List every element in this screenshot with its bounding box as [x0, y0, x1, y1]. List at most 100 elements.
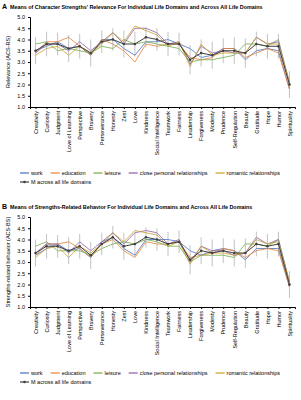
legend-marker — [23, 181, 26, 184]
marker — [266, 245, 269, 248]
tick: 5.0 — [17, 14, 30, 20]
tick: 2.5 — [17, 271, 30, 277]
marker — [211, 54, 214, 57]
legend-item: M across all life domains — [20, 379, 91, 385]
tick: Perseverance — [99, 307, 105, 345]
error-bar — [68, 237, 69, 264]
tick-label: Fairness — [176, 311, 182, 332]
legend-label: leisure — [104, 370, 120, 376]
legend-swatch — [129, 172, 138, 173]
tick-label: Love of Learning — [66, 111, 72, 152]
tick-mark — [223, 107, 224, 109]
tick-mark — [201, 307, 202, 309]
tick-label: Love — [132, 311, 138, 323]
error-bar — [245, 38, 246, 67]
legend-swatch — [51, 172, 60, 173]
tick-mark — [201, 107, 202, 109]
tick-label: Zest — [121, 311, 127, 322]
error-bar — [46, 32, 47, 57]
marker — [255, 243, 258, 246]
tick-label: Gratitude — [254, 311, 260, 334]
axis-line — [28, 18, 31, 108]
marker — [288, 83, 291, 86]
tick-label: Humor — [276, 311, 282, 328]
tick-label: Perspective — [77, 311, 83, 340]
tick-label: 4.5 — [17, 26, 25, 32]
error-bar — [190, 45, 191, 74]
panel-label: A — [2, 3, 7, 10]
panel-label: B — [2, 203, 7, 210]
legend-swatch — [20, 381, 29, 382]
tick-mark — [223, 307, 224, 309]
tick: 2.0 — [17, 82, 30, 88]
error-bar — [278, 232, 279, 257]
marker — [233, 252, 236, 255]
legend-label: M across all life domains — [31, 379, 91, 385]
error-bar — [267, 234, 268, 259]
legend-item: leisure — [93, 370, 120, 376]
tick: Hope — [265, 107, 271, 124]
tick-mark — [69, 307, 70, 309]
tick: Honesty — [110, 307, 116, 331]
tick: 1.5 — [17, 293, 30, 299]
panel: AMeans of Character Strengths' Relevance… — [2, 3, 296, 185]
tick-label: 3.0 — [17, 59, 25, 65]
tick-mark — [146, 307, 147, 309]
legend-swatch — [51, 372, 60, 373]
error-bar — [234, 240, 235, 267]
series-line — [36, 240, 290, 287]
legend: workeducationleisureclose personal relat… — [20, 370, 280, 385]
axis-line — [28, 218, 31, 308]
tick: Social Intelligence — [154, 107, 160, 155]
title: Means of Strengths-Related Behavior For … — [10, 204, 252, 210]
tick: Social Intelligence — [154, 307, 160, 355]
tick-mark — [256, 107, 257, 109]
tick: Leadership — [187, 307, 193, 338]
tick-mark — [28, 28, 30, 29]
tick-mark — [28, 273, 30, 274]
marker — [89, 52, 92, 55]
marker — [34, 252, 37, 255]
tick-mark — [212, 307, 213, 309]
tick-mark — [28, 285, 30, 286]
tick-label: Leadership — [187, 111, 193, 138]
tick-label: Self-Regulation — [232, 311, 238, 349]
tick-mark — [36, 307, 37, 309]
series-line — [36, 231, 290, 283]
tick-label: Judgment — [55, 111, 61, 136]
tick-mark — [28, 107, 30, 108]
series-line — [36, 231, 290, 283]
tick-mark — [28, 73, 30, 74]
tick-label: 1.5 — [17, 93, 25, 99]
x-axis: CreativityCuriosityJudgmentLove of Learn… — [31, 107, 296, 155]
tick: Creativity — [33, 307, 39, 334]
error-bar — [289, 271, 290, 298]
legend-swatch — [20, 181, 29, 182]
error-bar — [201, 40, 202, 67]
tick: 3.0 — [17, 259, 30, 265]
legend-item: work — [20, 370, 43, 376]
marker — [156, 38, 159, 41]
tick: Zest — [121, 107, 127, 122]
tick: Prudence — [220, 307, 226, 335]
tick: Modesty — [209, 307, 215, 332]
tick-mark — [190, 307, 191, 309]
tick-label: Curiosity — [44, 111, 50, 133]
axis-line — [31, 308, 296, 310]
error-bar — [201, 237, 202, 264]
tick-label: Beauty — [243, 311, 249, 328]
tick: 1.0 — [17, 304, 30, 310]
tick-label: Gratitude — [254, 111, 260, 134]
error-bar — [256, 232, 257, 257]
marker — [167, 43, 170, 46]
error-bar — [57, 33, 58, 56]
error-bar — [101, 31, 102, 54]
tick: Humor — [276, 307, 282, 328]
tick-label: 1.5 — [17, 293, 25, 299]
plot: 1.01.52.02.53.03.54.04.55.0CreativityCur… — [5, 14, 296, 155]
marker — [200, 52, 203, 55]
marker — [78, 45, 81, 48]
tick-label: 2.5 — [17, 271, 25, 277]
marker — [244, 252, 247, 255]
legend-marker — [23, 381, 26, 384]
